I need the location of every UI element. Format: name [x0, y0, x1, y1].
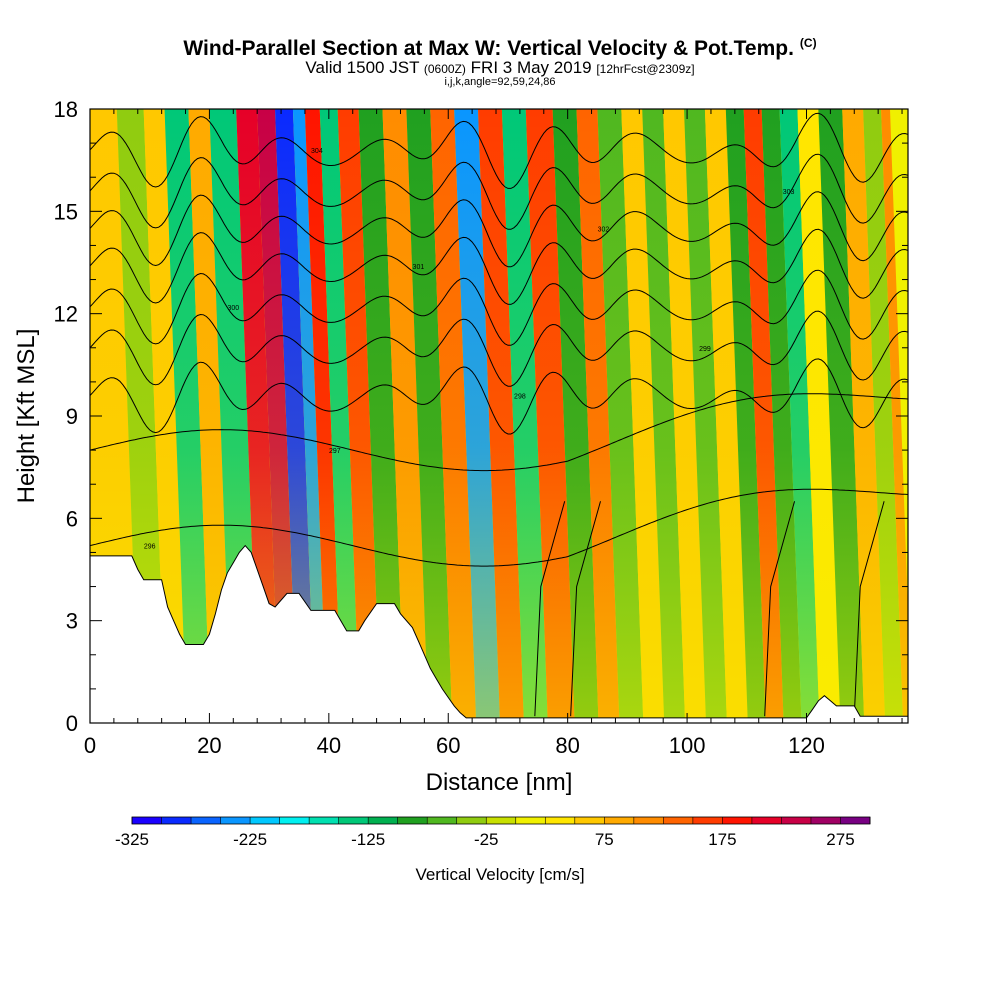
colorbar-swatch — [279, 817, 310, 824]
colorbar-label: Vertical Velocity [cm/s] — [415, 865, 584, 884]
colorbar-swatch — [161, 817, 192, 824]
y-axis-label: Height [Kft MSL] — [13, 329, 40, 504]
colorbar-swatch — [427, 817, 458, 824]
x-tick-label: 40 — [317, 733, 341, 758]
valid-date: FRI 3 May 2019 — [470, 58, 592, 77]
velocity-field — [90, 109, 908, 723]
colorbar-swatch — [486, 817, 517, 824]
colorbar-swatch — [132, 817, 163, 824]
colorbar-swatch — [810, 817, 841, 824]
y-tick-label: 6 — [66, 506, 78, 531]
theta-contour — [90, 191, 908, 268]
x-tick-label: 80 — [555, 733, 579, 758]
y-tick-label: 3 — [66, 609, 78, 634]
theta-contour — [90, 488, 908, 567]
theta-contour-lower — [853, 501, 885, 717]
axes: 0 20 40 60 80 100 120 0 3 6 9 12 15 18 Distance [nm] He… — [13, 97, 909, 796]
colorbar-swatch — [220, 817, 251, 824]
terrain-profile — [90, 544, 908, 723]
colorbar-swatch — [309, 817, 340, 824]
terrain — [90, 544, 908, 723]
x-tick-label: 120 — [788, 733, 825, 758]
colorbar-swatch — [191, 817, 222, 824]
forecast-info: [12hrFcst@2309z] — [596, 62, 695, 76]
theta-contour — [90, 269, 908, 346]
y-tick-label: 15 — [54, 199, 78, 224]
colorbar-tick-label: 75 — [595, 830, 614, 849]
colorbar-swatch — [338, 817, 369, 824]
contour-label: 299 — [699, 346, 711, 353]
colorbar-swatch — [840, 817, 871, 824]
colorbar-tick-label: -125 — [351, 830, 385, 849]
colorbar-tick-label: -225 — [233, 830, 267, 849]
contour-label: 300 — [227, 305, 239, 312]
y-tick-label: 0 — [66, 711, 78, 736]
valid-utc: (0600Z) — [423, 62, 466, 76]
contour-label: 296 — [144, 544, 156, 551]
contour-label: 297 — [329, 448, 341, 455]
theta-contour — [90, 358, 908, 435]
section-params: i,j,k,angle=92,59,24,86 — [444, 76, 556, 88]
x-tick-label: 60 — [436, 733, 460, 758]
contour-label: 302 — [598, 226, 610, 233]
potential-temperature-contours: 296 297 298 299 300 301 302 303 304 — [90, 112, 908, 717]
colorbar-swatch — [663, 817, 694, 824]
theta-contour — [90, 228, 908, 305]
y-tick-label: 9 — [66, 404, 78, 429]
colorbar-swatch — [633, 817, 664, 824]
contour-label: 303 — [783, 189, 795, 196]
contour-label: 301 — [413, 264, 425, 271]
colorbar-tick-label: 275 — [826, 830, 854, 849]
colorbar-swatch — [781, 817, 812, 824]
colorbar-swatch — [545, 817, 576, 824]
chart-title: Wind-Parallel Section at Max W: Vertical… — [0, 36, 1000, 61]
colorbar-swatch — [604, 817, 635, 824]
colorbar-swatch — [515, 817, 546, 824]
colorbar: -325 -225 -125 -25 75 175 275 Vertical Velocity… — [115, 816, 871, 884]
valid-time: Valid 1500 JST — [305, 58, 420, 77]
colorbar-swatch — [250, 817, 281, 824]
colorbar-swatch — [692, 817, 723, 824]
x-tick-label: 0 — [84, 733, 96, 758]
copyright-mark: (C) — [799, 36, 817, 50]
x-tick-label: 20 — [197, 733, 221, 758]
y-tick-label: 18 — [54, 97, 78, 122]
theta-contour-lower — [570, 501, 601, 717]
theta-contour-lower — [534, 501, 566, 717]
chart-title-main: Wind-Parallel Section at Max W: Vertical… — [183, 37, 794, 60]
colorbar-swatch — [574, 817, 605, 824]
colorbar-tick-label: 175 — [708, 830, 736, 849]
colorbar-swatch — [368, 817, 399, 824]
x-tick-label: 100 — [669, 733, 706, 758]
theta-contour — [90, 112, 908, 189]
colorbar-swatch — [397, 817, 428, 824]
theta-contour — [90, 393, 908, 472]
theta-contour — [90, 310, 908, 387]
colorbar-tick-label: -325 — [115, 830, 149, 849]
colorbar-swatch — [722, 817, 753, 824]
contour-label: 298 — [514, 394, 526, 401]
theta-contour — [90, 153, 908, 230]
chart-subtitle: Valid 1500 JST (0600Z) FRI 3 May 2019 [1… — [0, 58, 1000, 78]
x-axis-label: Distance [nm] — [426, 769, 573, 796]
colorbar-swatch — [751, 817, 782, 824]
theta-contour-lower — [764, 501, 796, 717]
colorbar-tick-label: -25 — [474, 830, 499, 849]
colorbar-swatch — [456, 817, 487, 824]
contour-label: 304 — [311, 148, 323, 155]
y-tick-label: 12 — [54, 302, 78, 327]
